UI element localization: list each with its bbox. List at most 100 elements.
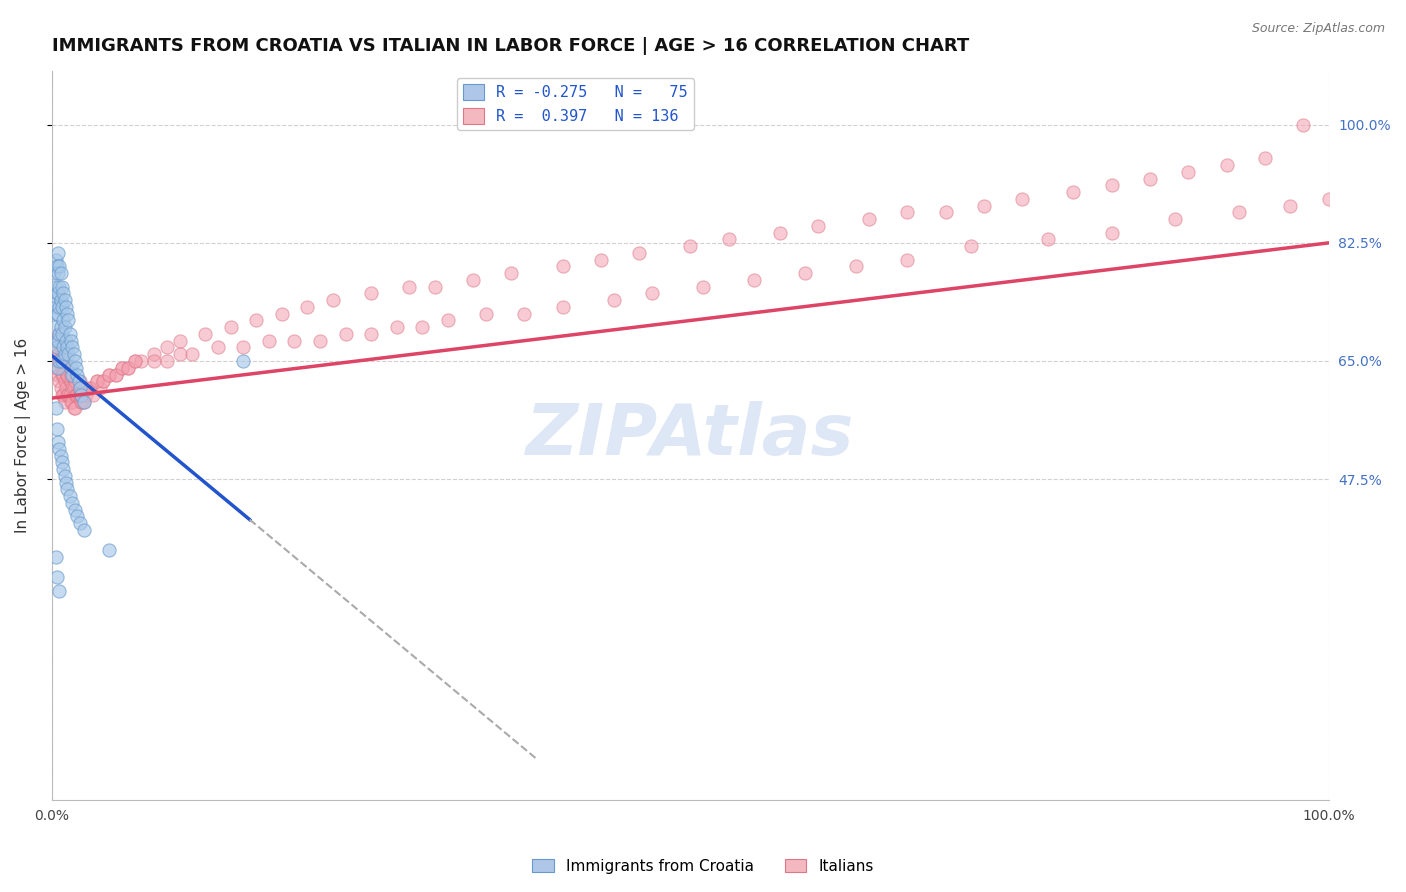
Point <box>117 360 139 375</box>
Point <box>79 381 101 395</box>
Point <box>53 374 76 388</box>
Point <box>45 341 67 355</box>
Point <box>896 205 918 219</box>
Point <box>385 320 408 334</box>
Point <box>1101 178 1123 193</box>
Point <box>124 354 146 368</box>
Point <box>56 482 79 496</box>
Point <box>44 320 66 334</box>
Point <box>45 360 67 375</box>
Point <box>51 455 73 469</box>
Point <box>45 300 67 314</box>
Point <box>1292 118 1315 132</box>
Point <box>63 374 86 388</box>
Point <box>513 307 536 321</box>
Point <box>219 320 242 334</box>
Point <box>51 368 73 382</box>
Text: ZIPAtlas: ZIPAtlas <box>526 401 855 470</box>
Point <box>48 374 70 388</box>
Point <box>602 293 624 308</box>
Point <box>60 394 83 409</box>
Point <box>66 388 89 402</box>
Point <box>46 246 69 260</box>
Point <box>51 300 73 314</box>
Point <box>46 326 69 341</box>
Point <box>48 279 70 293</box>
Point <box>295 300 318 314</box>
Point <box>335 326 357 341</box>
Point <box>49 381 72 395</box>
Point <box>628 246 651 260</box>
Point <box>283 334 305 348</box>
Point <box>46 435 69 450</box>
Point <box>49 449 72 463</box>
Point <box>69 374 91 388</box>
Point <box>232 354 254 368</box>
Point <box>46 286 69 301</box>
Point <box>104 368 127 382</box>
Point <box>89 381 111 395</box>
Point <box>62 381 84 395</box>
Point <box>1101 226 1123 240</box>
Point <box>1317 192 1340 206</box>
Point <box>551 260 574 274</box>
Point <box>55 381 77 395</box>
Point <box>98 368 121 382</box>
Point <box>679 239 702 253</box>
Text: Source: ZipAtlas.com: Source: ZipAtlas.com <box>1251 22 1385 36</box>
Point <box>49 320 72 334</box>
Point <box>51 279 73 293</box>
Point <box>60 496 83 510</box>
Point <box>59 360 82 375</box>
Point <box>1062 186 1084 200</box>
Point <box>111 360 134 375</box>
Point <box>641 286 664 301</box>
Point <box>111 360 134 375</box>
Point <box>551 300 574 314</box>
Point <box>45 260 67 274</box>
Point <box>55 475 77 490</box>
Point <box>45 307 67 321</box>
Point <box>91 374 114 388</box>
Point <box>63 401 86 416</box>
Text: IMMIGRANTS FROM CROATIA VS ITALIAN IN LABOR FORCE | AGE > 16 CORRELATION CHART: IMMIGRANTS FROM CROATIA VS ITALIAN IN LA… <box>52 37 969 55</box>
Point <box>46 347 69 361</box>
Point <box>46 368 69 382</box>
Point <box>143 347 166 361</box>
Point <box>52 360 75 375</box>
Point <box>322 293 344 308</box>
Point <box>44 293 66 308</box>
Point <box>59 388 82 402</box>
Point <box>73 523 96 537</box>
Point <box>692 279 714 293</box>
Point <box>935 205 957 219</box>
Point <box>62 401 84 416</box>
Point <box>360 326 382 341</box>
Point <box>55 300 77 314</box>
Point <box>845 260 868 274</box>
Point <box>75 388 97 402</box>
Point <box>59 374 82 388</box>
Point <box>104 368 127 382</box>
Point <box>62 347 84 361</box>
Point <box>56 341 79 355</box>
Point <box>70 394 93 409</box>
Point <box>79 381 101 395</box>
Point <box>73 381 96 395</box>
Y-axis label: In Labor Force | Age > 16: In Labor Force | Age > 16 <box>15 338 31 533</box>
Point <box>53 394 76 409</box>
Point <box>1139 171 1161 186</box>
Point <box>53 354 76 368</box>
Point <box>1177 165 1199 179</box>
Point <box>58 368 80 382</box>
Point <box>45 401 67 416</box>
Point <box>48 334 70 348</box>
Point <box>1164 212 1187 227</box>
Point <box>56 368 79 382</box>
Point <box>257 334 280 348</box>
Point <box>48 583 70 598</box>
Point <box>86 374 108 388</box>
Point <box>48 300 70 314</box>
Point <box>475 307 498 321</box>
Point <box>45 570 67 584</box>
